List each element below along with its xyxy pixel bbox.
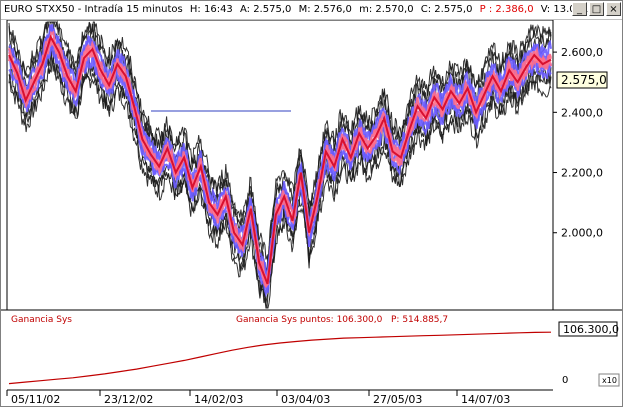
chart-header: EURO STXX50 - Intradía 15 minutos H: 16:… xyxy=(1,1,622,20)
band-line-0-5 xyxy=(8,21,552,262)
hour-value: H: 16:43 xyxy=(189,4,233,15)
sub-plot xyxy=(8,331,552,385)
equity-series-line xyxy=(8,331,552,385)
x-tick-label: 03/04/03 xyxy=(281,393,330,406)
last-price-box xyxy=(556,71,608,89)
open-value: A: 2.575,0 xyxy=(239,4,292,15)
band-line-1-3 xyxy=(8,24,552,276)
x-tick-label: 14/07/03 xyxy=(461,393,510,406)
window-controls: _ □ × xyxy=(570,2,621,16)
sub-zero-tick: 0 xyxy=(562,375,568,386)
x-axis: 05/11/02 23/12/02 14/02/03 03/04/03 27/05/03… xyxy=(6,390,510,406)
high-value: M: 2.576,0 xyxy=(298,4,352,15)
chart-area[interactable]: 2.600,0 2.400,0 2.200,0 2.000,0 2.575,0 Gan… xyxy=(1,20,622,406)
sub-center-label: Ganancia Sys puntos: 106.300,0 xyxy=(236,315,383,325)
band-line-0-4 xyxy=(8,20,552,272)
volume-value: V: 13.021 xyxy=(540,4,589,15)
price-tick-label: 2.000,0 xyxy=(561,227,603,240)
last-price-label: 2.575,0 xyxy=(561,73,607,87)
price-tick-label: 2.200,0 xyxy=(561,167,603,180)
x-tick-label: 27/05/03 xyxy=(373,393,422,406)
sub-value-box xyxy=(558,321,618,337)
price-series-line xyxy=(8,34,552,285)
sub-p-label: P: 514.885,7 xyxy=(391,315,448,325)
price-axis: 2.600,0 2.400,0 2.200,0 2.000,0 xyxy=(553,46,603,240)
position-value: P : 2.386,0 xyxy=(479,4,534,15)
scale-box xyxy=(598,373,620,387)
price-tick-label: 2.400,0 xyxy=(561,106,603,119)
scale-label: x10 xyxy=(602,376,617,385)
sub-value-label: 106.300,0 xyxy=(563,323,619,336)
x-tick-label: 14/02/03 xyxy=(194,393,243,406)
x-tick-label: 23/12/02 xyxy=(104,393,153,406)
x-tick-label: 05/11/02 xyxy=(11,393,60,406)
maximize-button[interactable]: □ xyxy=(589,2,604,16)
minimize-button[interactable]: _ xyxy=(572,2,587,16)
close-button[interactable]: × xyxy=(606,2,621,16)
close-value: C: 2.575,0 xyxy=(420,4,473,15)
instrument-title: EURO STXX50 - Intradía 15 minutos xyxy=(4,4,183,15)
main-plot xyxy=(7,20,553,309)
low-value: m: 2.570,0 xyxy=(359,4,414,15)
price-tick-label: 2.600,0 xyxy=(561,46,603,59)
sub-left-label: Ganancia Sys xyxy=(11,315,72,325)
